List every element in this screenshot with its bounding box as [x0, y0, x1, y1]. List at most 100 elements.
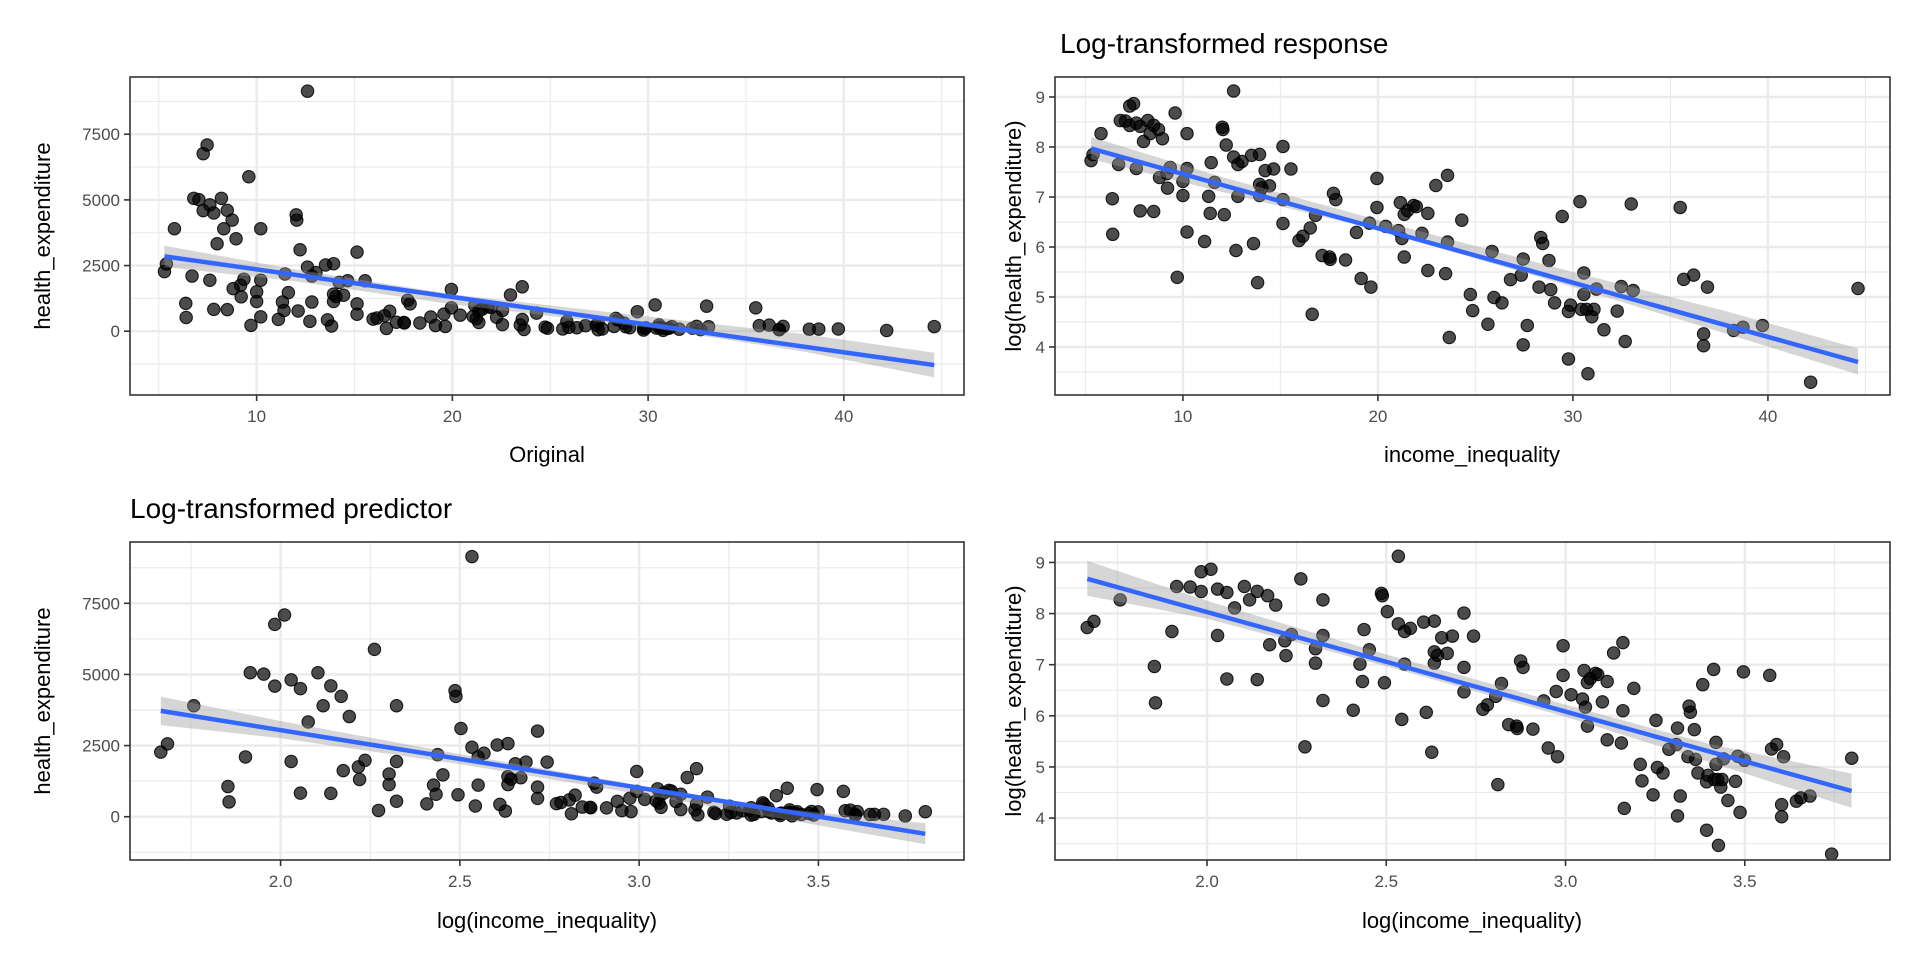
data-point: [1168, 106, 1182, 120]
data-point: [1542, 253, 1556, 268]
x-tick-label: 2.0: [269, 872, 293, 891]
data-point: [1686, 268, 1701, 282]
data-point: [1556, 668, 1570, 683]
data-point: [1201, 189, 1216, 204]
data-point: [293, 786, 308, 800]
data-point: [167, 222, 182, 236]
data-point: [300, 84, 315, 98]
data-point: [654, 800, 668, 815]
data-point: [1662, 742, 1676, 756]
data-point: [1250, 672, 1264, 687]
data-point: [1370, 171, 1384, 186]
data-point: [584, 801, 598, 815]
panel-background: [1055, 77, 1890, 395]
data-point: [1600, 733, 1614, 747]
regression-line: [1090, 146, 1859, 365]
data-point: [772, 322, 786, 337]
points-layer: [154, 549, 933, 823]
data-point: [879, 323, 894, 338]
data-point: [1235, 154, 1249, 169]
x-axis-title: income_inequality: [1384, 442, 1560, 467]
data-point: [1581, 366, 1595, 381]
data-point: [253, 310, 268, 324]
y-tick-label: 5: [1036, 288, 1045, 307]
data-point: [268, 679, 282, 693]
data-point: [1180, 225, 1194, 239]
data-point: [1303, 221, 1318, 235]
x-tick-label: 3.0: [627, 872, 651, 891]
plot-area: 2.0 2.5 3.0 3.5 4 5 6 7 8 9: [1036, 541, 1891, 891]
data-point: [413, 316, 427, 330]
panel-border: [129, 541, 965, 861]
x-tick-label: 20: [443, 407, 462, 426]
data-point: [1481, 317, 1495, 332]
panel-title: Log-transformed predictor: [130, 493, 452, 524]
y-tick-label: 5: [1036, 758, 1045, 777]
data-point: [1316, 593, 1330, 607]
data-point: [1409, 199, 1424, 214]
panel-border: [129, 76, 965, 396]
data-point: [530, 724, 545, 738]
data-point: [1774, 797, 1789, 812]
data-point: [1216, 122, 1230, 137]
data-point: [748, 301, 763, 315]
data-point: [1577, 266, 1591, 280]
data-point: [610, 794, 625, 809]
data-point: [1353, 657, 1367, 671]
data-point: [1709, 735, 1723, 750]
data-point: [1268, 598, 1283, 612]
data-point: [591, 322, 605, 337]
x-axis-title: Original: [509, 442, 585, 467]
data-point: [1577, 287, 1591, 302]
data-point: [1606, 646, 1621, 660]
data-point: [1610, 304, 1624, 318]
y-tick-label: 7500: [82, 125, 120, 144]
data-point: [1541, 741, 1555, 755]
data-point: [1220, 585, 1234, 600]
x-tick-label: 3.0: [1554, 872, 1578, 891]
data-point: [389, 794, 404, 808]
data-point: [1395, 712, 1409, 727]
data-point: [293, 681, 308, 696]
data-point: [1762, 668, 1777, 683]
data-point: [708, 806, 723, 821]
data-point: [303, 314, 317, 329]
x-tick-label: 10: [247, 407, 266, 426]
data-point: [465, 740, 479, 755]
data-point: [1776, 750, 1791, 764]
data-point: [160, 737, 175, 751]
data-point: [1155, 131, 1170, 146]
data-point: [207, 302, 221, 317]
data-point: [1616, 635, 1630, 650]
data-point: [1370, 200, 1384, 215]
data-point: [674, 802, 688, 817]
data-point: [1535, 236, 1550, 251]
data-point: [1670, 809, 1685, 823]
data-point: [1279, 648, 1293, 663]
data-point: [1430, 648, 1445, 662]
data-point: [1618, 334, 1632, 349]
data-point: [637, 792, 652, 807]
x-tick-label: 30: [1563, 407, 1582, 426]
data-point: [243, 665, 258, 680]
data-point: [1329, 192, 1343, 207]
data-point: [1578, 700, 1593, 714]
data-point: [1203, 206, 1217, 221]
data-point: [1614, 736, 1629, 750]
data-point: [1176, 188, 1190, 203]
x-axis-title: log(income_inequality): [437, 908, 657, 933]
data-point: [1357, 622, 1371, 637]
data-point: [1573, 194, 1587, 209]
data-point: [1165, 624, 1179, 639]
data-point: [336, 763, 351, 778]
data-point: [234, 290, 248, 304]
data-point: [1624, 197, 1638, 211]
data-point: [1148, 696, 1163, 710]
data-point: [451, 788, 465, 802]
data-point: [1711, 838, 1726, 853]
data-point: [342, 709, 357, 724]
data-point: [1305, 307, 1319, 322]
data-point: [1714, 780, 1728, 794]
data-point: [1204, 562, 1218, 577]
data-point: [1229, 243, 1243, 258]
